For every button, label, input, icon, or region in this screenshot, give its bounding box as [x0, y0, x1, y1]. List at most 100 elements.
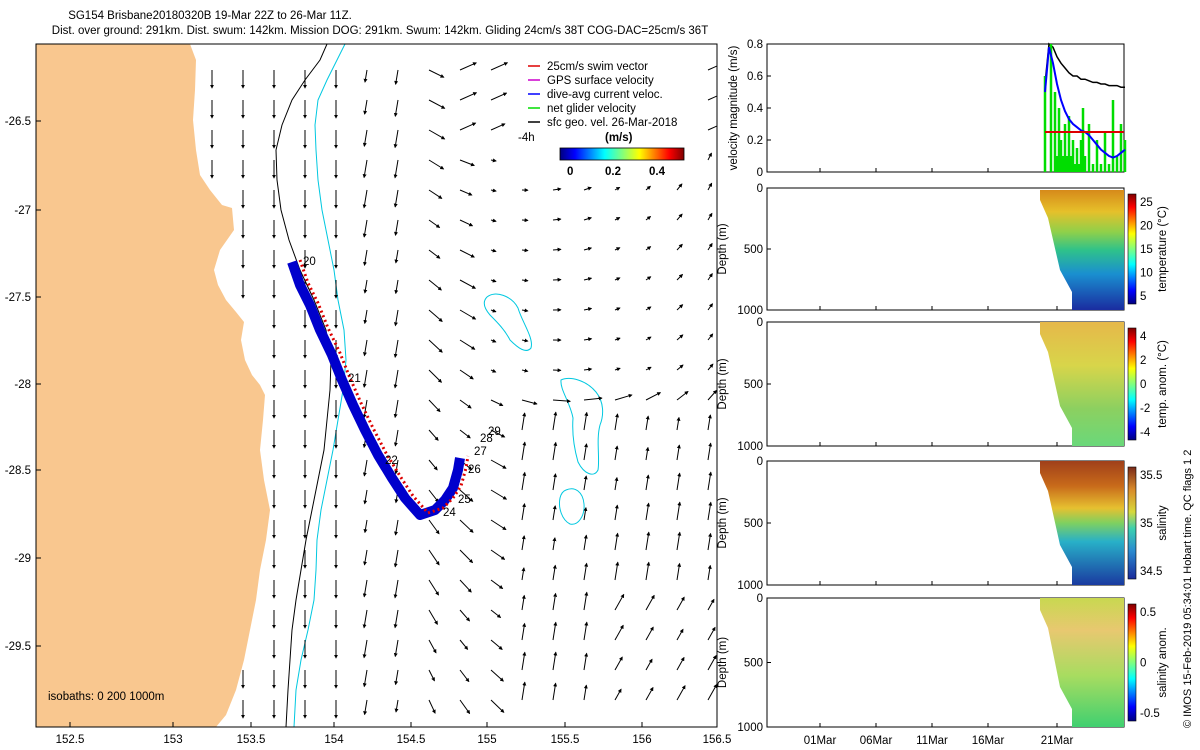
sfc-vector	[362, 159, 368, 179]
sfc-vector	[459, 279, 477, 289]
colorbar-tick: -2	[1140, 403, 1150, 415]
sfc-vector	[614, 445, 619, 461]
sfc-vector	[363, 549, 368, 566]
colorbar-tick: 15	[1140, 244, 1153, 256]
sfc-vector	[428, 489, 439, 503]
sfc-vector	[676, 501, 682, 521]
sfc-vector	[521, 412, 527, 431]
sfc-vector	[363, 69, 368, 83]
sfc-vector	[521, 651, 527, 671]
panel-frame	[766, 460, 1125, 586]
panel-xtick: 01Mar	[804, 735, 837, 747]
sfc-vector	[583, 591, 589, 611]
track-label-20: 20	[303, 256, 316, 268]
sfc-vector	[707, 212, 713, 221]
sfc-vector	[428, 129, 446, 140]
sfc-vector	[521, 622, 527, 641]
isobath-1000m-seamount-1	[483, 293, 532, 351]
sfc-vector	[645, 686, 654, 701]
sfc-vector	[707, 564, 712, 581]
colorbar-tick: 20	[1140, 221, 1153, 233]
sfc-vector	[583, 337, 593, 342]
sfc-vector	[552, 621, 558, 641]
sfc-vector	[393, 579, 399, 599]
sfc-vector	[363, 519, 368, 534]
sfc-vector	[521, 338, 529, 343]
sfc-vector	[428, 219, 441, 228]
sfc-vector	[362, 219, 368, 238]
legend-hour-label: -4h	[518, 132, 535, 144]
sfc-vector	[645, 658, 653, 671]
sfc-vector	[707, 471, 713, 491]
sfc-vector	[428, 249, 441, 259]
panel-xtick: 21Mar	[1041, 735, 1074, 747]
sfc-vector	[521, 535, 526, 551]
sfc-vector	[552, 537, 557, 551]
map-lat-tick: -27.5	[5, 292, 31, 304]
velocity-line-sfc	[1044, 42, 1125, 88]
sfc-vector	[707, 333, 714, 341]
sfc-vector	[676, 213, 683, 221]
sfc-vector	[707, 65, 717, 71]
track-label-28: 28	[480, 433, 493, 445]
sfc-vector	[583, 621, 589, 641]
velocity-line-dac	[1044, 46, 1126, 159]
sfc-vector	[459, 159, 475, 167]
sfc-vector	[362, 639, 368, 659]
sfc-vector	[362, 579, 368, 598]
map-lon-tick: 154.5	[397, 734, 426, 746]
map-lat-tick: -26.5	[5, 116, 31, 128]
sfc-vector	[490, 549, 506, 560]
map-lon-tick: 155	[477, 734, 496, 746]
sfc-vector	[676, 531, 682, 551]
sfc-vector	[583, 443, 589, 461]
sfc-vector	[707, 683, 717, 701]
colorbar-salinity_anom	[1127, 603, 1137, 722]
plot-title: SG154 Brisbane20180320B 19-Mar 22Z to 26…	[68, 10, 352, 22]
sfc-vector	[428, 369, 442, 383]
sfc-vector	[459, 579, 472, 593]
sfc-vector	[490, 308, 497, 313]
sfc-vector	[583, 307, 593, 312]
sfc-vector	[459, 369, 474, 380]
sfc-vector	[676, 472, 682, 491]
map-lon-tick: 155.5	[551, 734, 580, 746]
sfc-vector	[490, 338, 497, 343]
sfc-vector	[645, 626, 654, 641]
sfc-vector	[394, 669, 399, 686]
track-day-labels: 20 21 22 24 25 26 27 28 29	[303, 256, 501, 519]
sfc-vector	[614, 277, 621, 281]
sfc-vector	[363, 279, 368, 294]
track-label-24: 24	[443, 507, 456, 519]
sfc-vector	[363, 99, 368, 115]
legend-item-net: net glider velocity	[547, 103, 636, 115]
sfc-vector	[614, 504, 619, 521]
map-lat-tick: -27	[14, 205, 31, 217]
sfc-vector	[521, 441, 527, 461]
sfc-vector	[552, 682, 558, 701]
sfc-vector	[428, 459, 438, 471]
isobath-1000m-seamount-3	[559, 488, 585, 525]
sfc-vector	[645, 306, 652, 311]
map-axes-box	[35, 43, 718, 728]
sfc-vector	[645, 185, 651, 191]
sfc-vector	[552, 473, 558, 491]
sfc-vector	[428, 429, 439, 441]
colorbar-tick: 5	[1140, 291, 1146, 303]
track-label-27: 27	[474, 446, 487, 458]
sfc-vector	[552, 651, 558, 671]
sfc-vector	[583, 534, 588, 551]
sfc-vector	[521, 308, 529, 313]
sfc-vector	[614, 217, 621, 221]
map-lon-tick: 153.5	[237, 734, 266, 746]
colorbar-label: salinity	[1157, 505, 1169, 540]
colorbar-tick: 25	[1140, 197, 1153, 209]
colorbar-tick: -0.5	[1140, 708, 1160, 720]
panel-xtick: 16Mar	[972, 735, 1005, 747]
sfc-vector	[394, 249, 399, 264]
map-lat-tick: -29	[14, 553, 31, 565]
sfc-vector	[676, 304, 684, 311]
sfc-vector	[645, 502, 651, 521]
sfc-vector	[645, 594, 655, 611]
